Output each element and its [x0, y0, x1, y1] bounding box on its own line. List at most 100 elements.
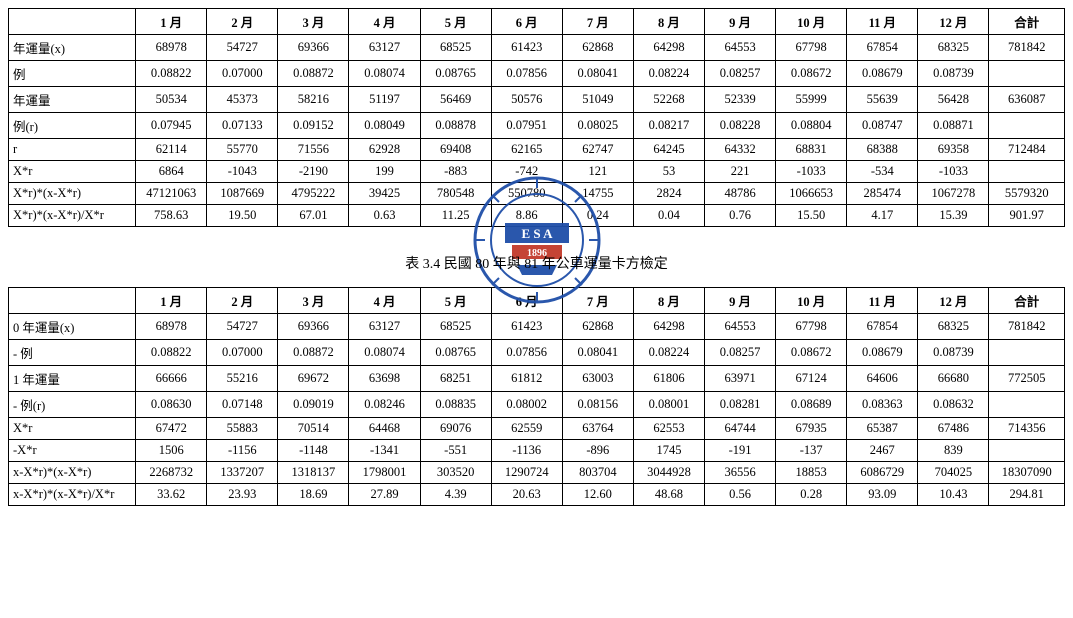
cell: 19.50: [207, 205, 278, 227]
col-month: 3 月: [278, 288, 349, 314]
col-month: 合計: [989, 288, 1065, 314]
cell: 67935: [776, 418, 847, 440]
cell: 0.08228: [705, 113, 776, 139]
cell: 0.08822: [136, 340, 207, 366]
row-label: 例(r): [9, 113, 136, 139]
row-label: 年運量(x): [9, 35, 136, 61]
table-row: 年運量5053445373582165119756469505765104952…: [9, 87, 1065, 113]
row-label: 0 年運量(x): [9, 314, 136, 340]
cell: 901.97: [989, 205, 1065, 227]
table-row: x-X*r)*(x-X*r)/X*r33.6223.9318.6927.894.…: [9, 484, 1065, 506]
cell: 0.76: [705, 205, 776, 227]
cell: 50576: [491, 87, 562, 113]
cell: 67486: [918, 418, 989, 440]
col-month: 11 月: [847, 288, 918, 314]
cell: 69366: [278, 35, 349, 61]
row-label: X*r: [9, 418, 136, 440]
cell: 0.08001: [633, 392, 704, 418]
cell: 62165: [491, 139, 562, 161]
col-month: 8 月: [633, 9, 704, 35]
cell: 62747: [562, 139, 633, 161]
cell: 0.08672: [776, 340, 847, 366]
cell: 199: [349, 161, 420, 183]
col-month: 2 月: [207, 288, 278, 314]
cell: -2190: [278, 161, 349, 183]
cell: 0.07951: [491, 113, 562, 139]
cell: 18.69: [278, 484, 349, 506]
cell: 0.07148: [207, 392, 278, 418]
cell: 0.08246: [349, 392, 420, 418]
col-month: 合計: [989, 9, 1065, 35]
cell: 636087: [989, 87, 1065, 113]
cell: -137: [776, 440, 847, 462]
cell: 71556: [278, 139, 349, 161]
cell: 0.08872: [278, 61, 349, 87]
table-row: -X*r1506-1156-1148-1341-551-1136-8961745…: [9, 440, 1065, 462]
cell: 0.08049: [349, 113, 420, 139]
cell: 0.08074: [349, 340, 420, 366]
cell: 4795222: [278, 183, 349, 205]
table-row: 年運量(x)6897854727693666312768525614236286…: [9, 35, 1065, 61]
cell: 15.50: [776, 205, 847, 227]
cell: [989, 340, 1065, 366]
cell: 64553: [705, 314, 776, 340]
cell: 1087669: [207, 183, 278, 205]
col-month: 2 月: [207, 9, 278, 35]
cell: 0.07133: [207, 113, 278, 139]
cell: 48786: [705, 183, 776, 205]
cell: 67854: [847, 314, 918, 340]
cell: -191: [705, 440, 776, 462]
cell: 63971: [705, 366, 776, 392]
cell: 56469: [420, 87, 491, 113]
table-body: 0 年運量(x)68978547276936663127685256142362…: [9, 314, 1065, 506]
cell: 64332: [705, 139, 776, 161]
cell: -1033: [918, 161, 989, 183]
cell: 0.09152: [278, 113, 349, 139]
cell: 0.07856: [491, 61, 562, 87]
cell: 0.08872: [278, 340, 349, 366]
cell: 68831: [776, 139, 847, 161]
table-row: 例(r)0.079450.071330.091520.080490.088780…: [9, 113, 1065, 139]
cell: 0.08257: [705, 340, 776, 366]
cell: 55770: [207, 139, 278, 161]
table-row: 例0.088220.070000.088720.080740.087650.07…: [9, 61, 1065, 87]
cell: 0.08765: [420, 340, 491, 366]
cell: 53: [633, 161, 704, 183]
cell: 67124: [776, 366, 847, 392]
cell: 0.08002: [491, 392, 562, 418]
cell: -1156: [207, 440, 278, 462]
cell: [989, 113, 1065, 139]
cell: 0.08835: [420, 392, 491, 418]
col-month: 9 月: [705, 288, 776, 314]
cell: 294.81: [989, 484, 1065, 506]
col-month: 4 月: [349, 9, 420, 35]
cell: 18307090: [989, 462, 1065, 484]
cell: 0.09019: [278, 392, 349, 418]
cell: 0.08739: [918, 340, 989, 366]
cell: 1506: [136, 440, 207, 462]
col-month: 12 月: [918, 9, 989, 35]
cell: 0.08041: [562, 340, 633, 366]
cell: -534: [847, 161, 918, 183]
cell: 69076: [420, 418, 491, 440]
cell: 1798001: [349, 462, 420, 484]
cell: 285474: [847, 183, 918, 205]
cell: 0.08363: [847, 392, 918, 418]
cell: -1033: [776, 161, 847, 183]
col-month: 8 月: [633, 288, 704, 314]
row-label: X*r)*(x-X*r)/X*r: [9, 205, 136, 227]
col-month: 10 月: [776, 288, 847, 314]
cell: 61423: [491, 314, 562, 340]
cell: 4.39: [420, 484, 491, 506]
cell: 0.07856: [491, 340, 562, 366]
cell: 2268732: [136, 462, 207, 484]
cell: 1337207: [207, 462, 278, 484]
cell: 0.08689: [776, 392, 847, 418]
cell: 64468: [349, 418, 420, 440]
cell: 0.56: [705, 484, 776, 506]
table-header-row: 1 月2 月3 月4 月5 月6 月7 月8 月9 月10 月11 月12 月合…: [9, 9, 1065, 35]
cell: 64553: [705, 35, 776, 61]
cell: 4.17: [847, 205, 918, 227]
cell: 68978: [136, 314, 207, 340]
cell: 63127: [349, 314, 420, 340]
